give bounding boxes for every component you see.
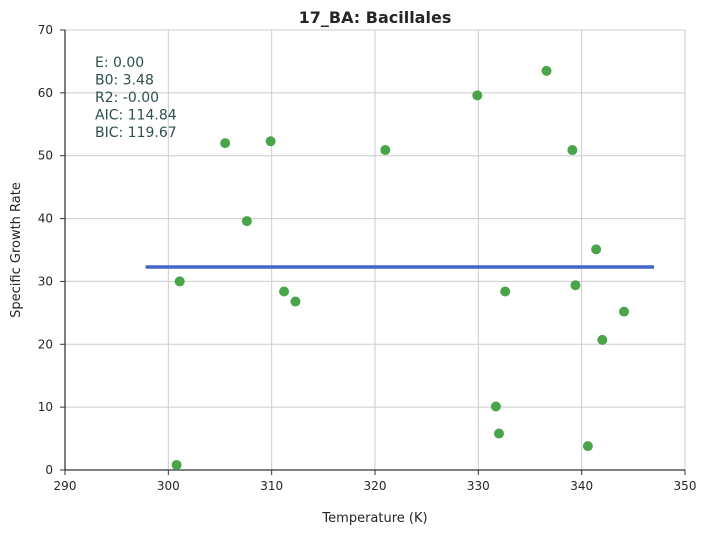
y-tick-label: 10 — [38, 400, 53, 414]
data-point — [494, 428, 504, 439]
data-point — [265, 136, 276, 147]
data-point — [290, 296, 301, 307]
data-point — [241, 216, 252, 227]
data-point — [541, 65, 552, 76]
grid — [65, 29, 686, 470]
data-point — [171, 459, 182, 470]
fit-stat-label: B0: 3.48 — [95, 73, 154, 89]
x-tick-label: 350 — [674, 479, 697, 493]
x-tick-label: 310 — [260, 479, 283, 493]
data-points — [171, 65, 630, 470]
data-point — [570, 280, 581, 291]
fit-stat-label: E: 0.00 — [95, 55, 144, 71]
y-tick-label: 70 — [38, 23, 53, 37]
fit-stat-label: R2: -0.00 — [95, 90, 159, 106]
x-tick-label: 290 — [54, 479, 77, 493]
x-axis-title: Temperature (K) — [321, 511, 427, 526]
data-point — [472, 90, 483, 101]
data-point — [619, 306, 630, 317]
data-point — [220, 138, 231, 149]
y-tick-label: 50 — [38, 149, 53, 163]
data-point — [174, 276, 185, 287]
x-tick-label: 330 — [467, 479, 490, 493]
y-tick-label: 20 — [38, 337, 53, 351]
data-point — [380, 145, 391, 156]
data-point — [279, 286, 290, 297]
data-point — [591, 244, 602, 255]
ticks: 290 300 310 320 330 340 350 0 10 20 30 40 50 60 70 — [38, 23, 697, 493]
data-point — [597, 334, 608, 345]
data-point — [490, 401, 501, 412]
data-point — [567, 145, 578, 156]
y-axis-title: Specific Growth Rate — [9, 182, 24, 318]
x-tick-label: 320 — [364, 479, 387, 493]
x-tick-label: 340 — [570, 479, 593, 493]
y-tick-label: 40 — [38, 212, 53, 226]
fit-stat-label: BIC: 119.67 — [95, 125, 177, 141]
fit-stat-label: AIC: 114.84 — [95, 108, 177, 124]
data-point — [582, 441, 593, 452]
y-tick-label: 60 — [38, 86, 53, 100]
data-point — [500, 286, 511, 297]
y-tick-label: 30 — [38, 274, 53, 288]
x-tick-label: 300 — [157, 479, 180, 493]
y-tick-label: 0 — [45, 463, 53, 477]
chart-title: 17_BA: Bacillales — [299, 8, 452, 27]
